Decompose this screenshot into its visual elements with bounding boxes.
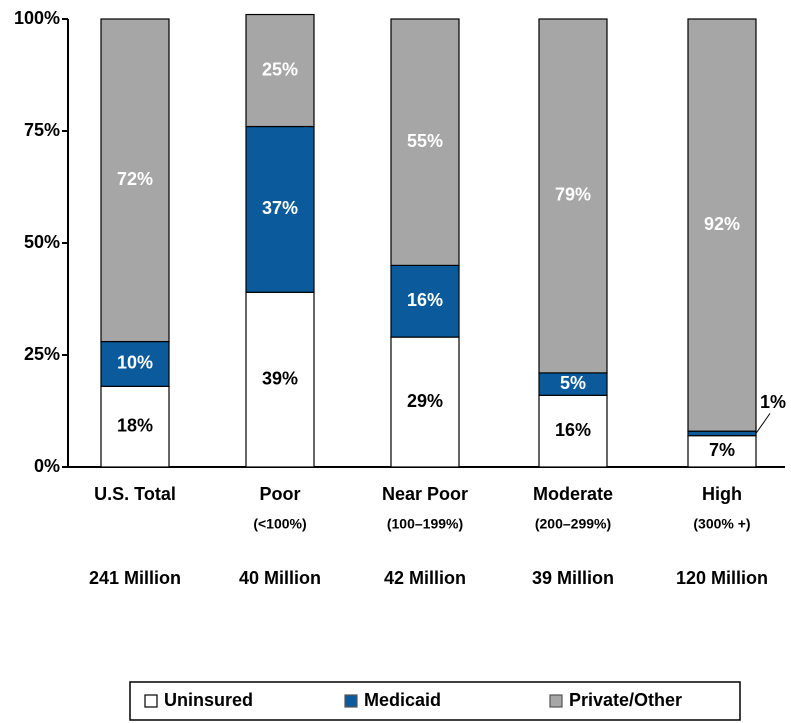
value-label: 72% [117, 169, 153, 189]
bar-segment [100, 340, 170, 387]
x-tick-sublabel: (<100%) [253, 516, 306, 532]
x-tick-label: High [702, 484, 742, 504]
legend-label: Private/Other [569, 690, 682, 710]
bar-segment [245, 125, 315, 293]
value-label: 79% [555, 185, 591, 205]
bar-segment [687, 435, 757, 468]
category-total: 40 Million [239, 568, 321, 588]
x-tick-label: Near Poor [382, 484, 468, 504]
bar-segment [390, 264, 460, 338]
value-label: 18% [117, 415, 153, 435]
value-label: 37% [262, 198, 298, 218]
bar-segment [245, 13, 315, 128]
value-label: 1% [760, 392, 786, 412]
value-label: 16% [407, 290, 443, 310]
bar-segment [100, 385, 170, 468]
bar-segment [390, 336, 460, 468]
value-label: 5% [560, 373, 586, 393]
bar-segment [100, 18, 170, 343]
category-total: 42 Million [384, 568, 466, 588]
y-tick-label: 75% [24, 120, 60, 140]
bar-segment [245, 291, 315, 468]
y-tick-label: 50% [24, 232, 60, 252]
x-tick-sublabel: (300% +) [693, 516, 750, 532]
value-label: 92% [704, 214, 740, 234]
category-total: 241 Million [89, 568, 181, 588]
x-tick-label: Poor [259, 484, 300, 504]
legend-label: Uninsured [164, 690, 253, 710]
value-label: 25% [262, 59, 298, 79]
x-tick-sublabel: (200–299%) [535, 516, 611, 532]
legend-swatch [344, 694, 358, 708]
bar-segment [687, 430, 757, 437]
bar-segment [390, 18, 460, 266]
leader-line [755, 413, 771, 434]
value-label: 10% [117, 353, 153, 373]
value-label: 39% [262, 368, 298, 388]
x-tick-label: Moderate [533, 484, 613, 504]
bar-segment [538, 18, 608, 374]
legend-label: Medicaid [364, 690, 441, 710]
legend-box [129, 681, 741, 721]
x-tick-sublabel: (100–199%) [387, 516, 463, 532]
value-label: 16% [555, 420, 591, 440]
value-label: 7% [709, 440, 735, 460]
bar-segment [687, 18, 757, 432]
y-tick-label: 25% [24, 344, 60, 364]
value-label: 29% [407, 391, 443, 411]
y-tick-label: 0% [34, 456, 60, 476]
x-tick-label: U.S. Total [94, 484, 176, 504]
y-tick-label: 100% [14, 8, 60, 28]
category-total: 39 Million [532, 568, 614, 588]
bar-segment [538, 394, 608, 468]
value-label: 55% [407, 131, 443, 151]
legend-swatch [144, 694, 158, 708]
category-total: 120 Million [676, 568, 768, 588]
legend-swatch [549, 694, 563, 708]
